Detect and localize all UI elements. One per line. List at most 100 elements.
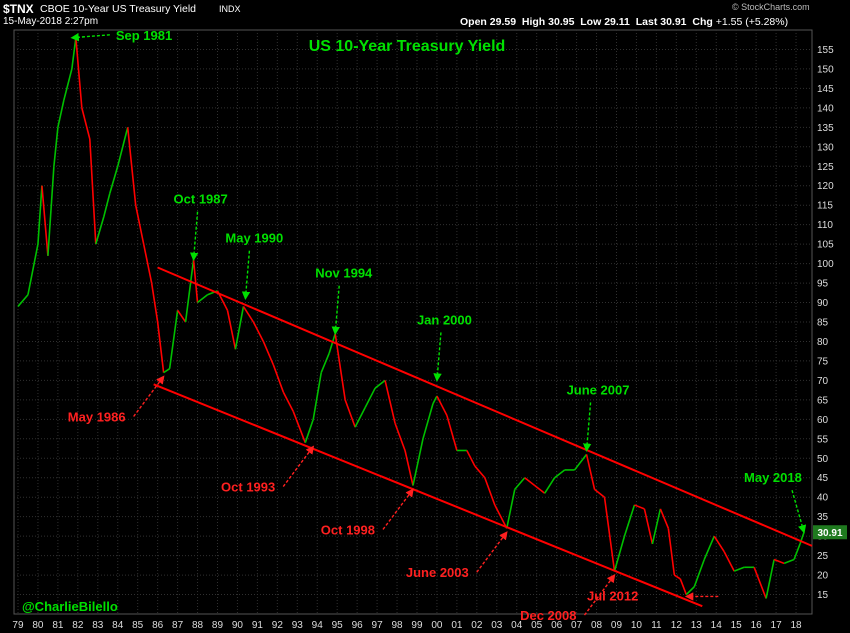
yield-segment	[81, 107, 91, 140]
x-tick-label: 13	[691, 620, 703, 631]
y-tick-label: 90	[817, 298, 829, 309]
x-tick-label: 10	[631, 620, 643, 631]
annotation-arrow	[433, 332, 442, 382]
x-tick-label: 01	[451, 620, 463, 631]
yield-segment	[733, 566, 745, 572]
x-tick-label: 09	[611, 620, 623, 631]
yield-segment	[667, 528, 676, 576]
yield-segment	[484, 477, 496, 506]
x-tick-label: 80	[32, 620, 44, 631]
y-tick-label: 75	[817, 356, 829, 367]
yield-segment	[103, 193, 111, 218]
yield-segment	[432, 395, 438, 405]
x-tick-label: 06	[551, 620, 563, 631]
yield-segment	[474, 465, 486, 479]
annotation-label: Oct 1993	[221, 480, 275, 495]
y-tick-label: 85	[817, 318, 829, 329]
yield-segment	[53, 127, 59, 167]
x-tick-label: 91	[252, 620, 264, 631]
header-date: 15-May-2018 2:27pm	[3, 16, 99, 27]
last-value-label: 30.91	[817, 528, 842, 539]
annotation-arrow	[331, 285, 340, 336]
x-tick-label: 97	[372, 620, 384, 631]
chg-value: +1.55 (+5.28%)	[715, 16, 789, 28]
annotation-label: June 2003	[406, 565, 469, 580]
symbol-name: CBOE 10-Year US Treasury Yield	[40, 3, 197, 15]
x-tick-label: 94	[312, 620, 324, 631]
yield-segment	[354, 407, 366, 428]
yield-segment	[168, 310, 179, 369]
yield-segment	[304, 419, 315, 443]
x-tick-label: 05	[531, 620, 543, 631]
yield-segment	[156, 321, 165, 373]
yield-segment	[651, 508, 662, 545]
high-value: 30.95	[548, 16, 575, 28]
yield-segment	[252, 321, 265, 342]
x-tick-label: 18	[790, 620, 802, 631]
x-tick-label: 93	[292, 620, 304, 631]
yield-segment	[659, 508, 670, 529]
yield-segment	[603, 497, 616, 572]
annotation-arrow	[241, 250, 251, 301]
x-tick-label: 04	[511, 620, 523, 631]
yield-segment	[693, 559, 706, 588]
open-value: 29.59	[489, 16, 517, 28]
y-tick-label: 120	[817, 181, 834, 192]
annotation-label: Jul 2012	[587, 588, 638, 603]
yield-segment	[685, 586, 695, 596]
yield-segment	[524, 477, 536, 487]
chart-title: US 10-Year Treasury Yield	[309, 38, 506, 55]
y-tick-label: 15	[817, 590, 829, 601]
yield-segment	[126, 127, 137, 206]
yield-segment	[634, 504, 645, 510]
yield-segment	[773, 558, 785, 565]
yield-segment	[679, 578, 688, 595]
annotation-label: Oct 1987	[174, 192, 228, 207]
exchange: INDX	[219, 4, 241, 14]
yield-segment	[765, 559, 775, 599]
yield-segment	[57, 99, 65, 128]
yield-segment	[17, 294, 29, 307]
yield-segment	[412, 438, 424, 486]
yield-segment	[27, 243, 39, 295]
yield-segment	[282, 391, 295, 412]
y-tick-label: 60	[817, 415, 829, 426]
x-tick-label: 15	[731, 620, 743, 631]
yield-segment	[192, 259, 199, 303]
yield-segment	[262, 341, 275, 366]
x-tick-label: 12	[671, 620, 683, 631]
yield-segment	[793, 543, 801, 560]
yield-segment	[514, 477, 526, 490]
x-tick-label: 00	[431, 620, 443, 631]
yield-segment	[234, 306, 245, 350]
y-tick-label: 35	[817, 512, 829, 523]
yield-segment	[494, 504, 508, 529]
x-tick-label: 86	[152, 620, 164, 631]
yield-segment	[184, 259, 195, 323]
yield-segment	[753, 566, 767, 599]
annotation-label: May 1990	[225, 231, 283, 246]
yield-segment	[436, 395, 448, 416]
x-tick-label: 92	[272, 620, 284, 631]
yield-segment	[75, 37, 83, 108]
annotation-arrow	[70, 33, 110, 42]
yield-segment	[643, 508, 654, 545]
annotation-arrow	[382, 488, 414, 530]
y-tick-label: 40	[817, 493, 829, 504]
x-tick-label: 84	[112, 620, 124, 631]
annotation-label: Sep 1981	[116, 28, 172, 43]
y-tick-label: 115	[817, 201, 833, 212]
y-tick-label: 150	[817, 64, 834, 75]
x-tick-label: 08	[591, 620, 603, 631]
annotation-arrow	[189, 211, 199, 262]
yield-segment	[312, 372, 323, 420]
x-tick-label: 98	[391, 620, 403, 631]
yield-segment	[585, 454, 596, 490]
x-tick-label: 17	[771, 620, 783, 631]
x-tick-label: 89	[212, 620, 224, 631]
x-tick-label: 14	[711, 620, 723, 631]
yield-segment	[613, 535, 626, 572]
yield-segment	[328, 333, 336, 354]
annotation-label: May 2018	[744, 470, 802, 485]
